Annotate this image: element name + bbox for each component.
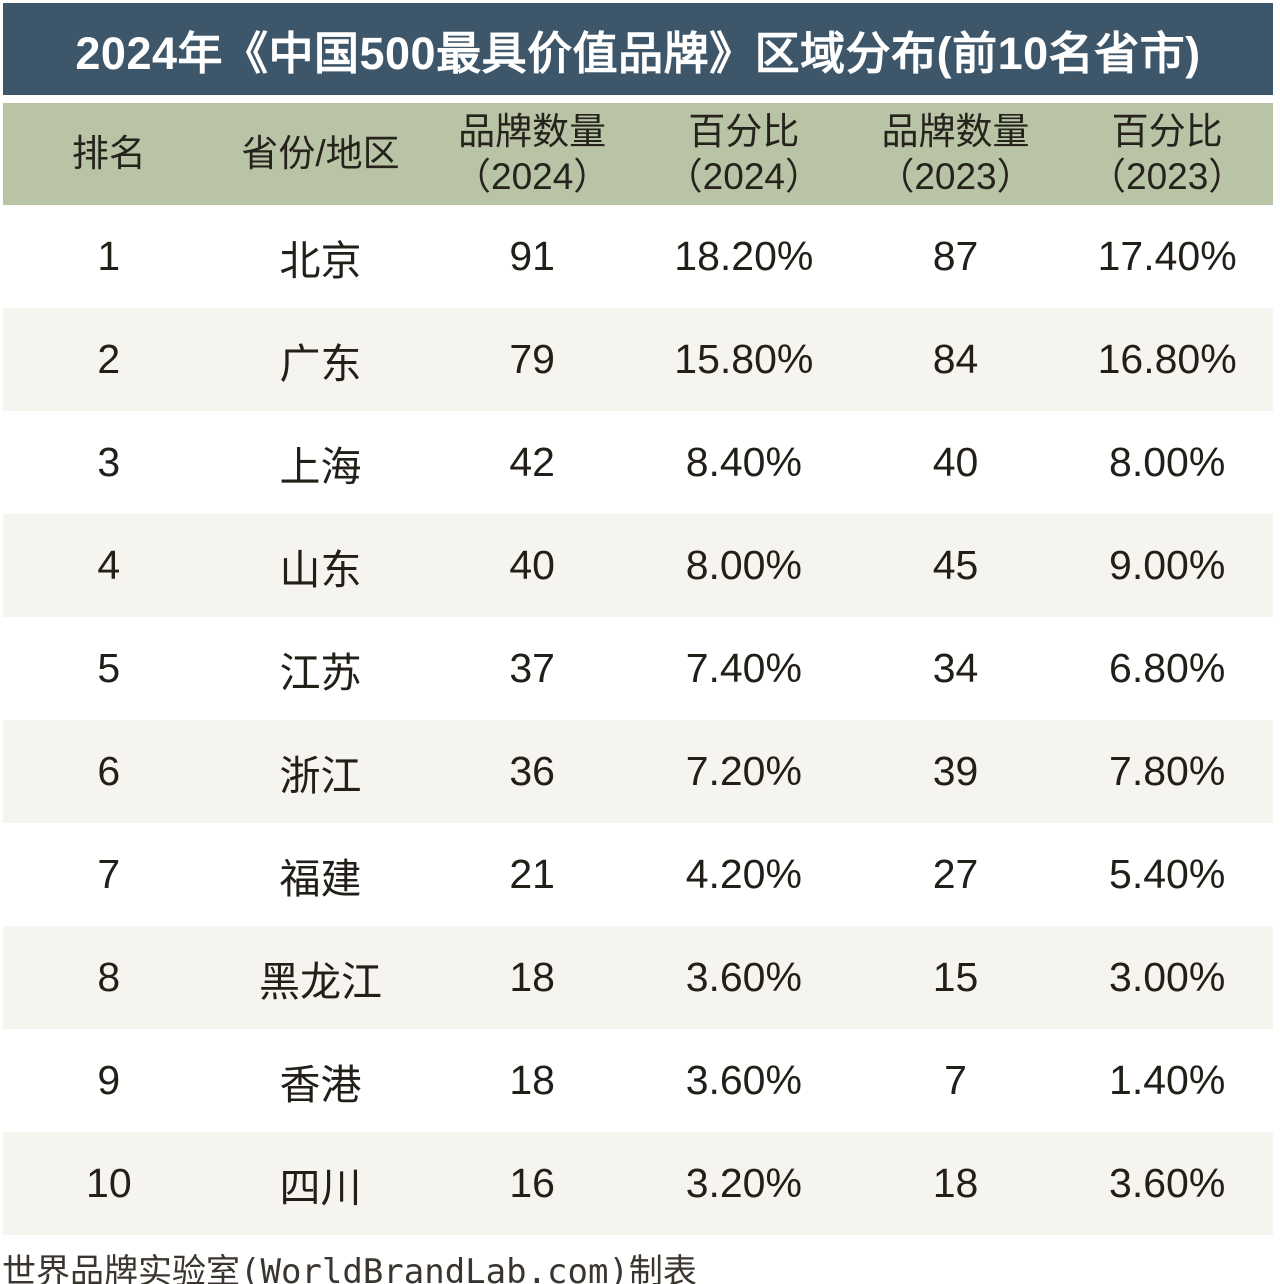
rank-cell: 6 bbox=[97, 748, 121, 794]
column-header-sublabel: （2023） bbox=[877, 156, 1034, 197]
count-2024-cell: 40 bbox=[509, 542, 555, 588]
pct-2023-cell: 17.40% bbox=[1097, 233, 1237, 279]
table-row: 1 北京 91 18.20% 87 17.40% bbox=[3, 205, 1273, 308]
column-header-label: 百分比 bbox=[688, 110, 800, 152]
table-row: 6 浙江 36 7.20% 39 7.80% bbox=[3, 720, 1273, 823]
count-2023-cell: 7 bbox=[944, 1057, 967, 1103]
count-2023-cell: 27 bbox=[932, 851, 979, 897]
table-row: 5 江苏 37 7.40% 34 6.80% bbox=[3, 617, 1273, 720]
column-header-province: 省份/地区 bbox=[215, 103, 427, 205]
province-cell: 上海 bbox=[279, 443, 362, 490]
pct-2023-cell: 3.00% bbox=[1109, 954, 1226, 1000]
column-header-label: 省份/地区 bbox=[241, 133, 400, 175]
count-2024-cell: 18 bbox=[509, 954, 555, 1000]
province-cell: 浙江 bbox=[279, 752, 362, 799]
column-header-sublabel: （2024） bbox=[665, 156, 822, 197]
province-cell: 福建 bbox=[279, 855, 362, 902]
pct-2023-cell: 6.80% bbox=[1109, 645, 1226, 691]
count-2023-cell: 39 bbox=[932, 748, 979, 794]
rank-cell: 8 bbox=[97, 954, 121, 1000]
rank-cell: 4 bbox=[97, 542, 121, 588]
source-credit: 世界品牌实验室(WorldBrandLab.com)制表 bbox=[2, 1252, 697, 1284]
pct-2024-cell: 3.20% bbox=[685, 1160, 802, 1206]
column-header-rank: 排名 bbox=[3, 103, 215, 205]
column-header-sublabel: （2023） bbox=[1089, 156, 1246, 197]
province-cell: 北京 bbox=[279, 237, 362, 284]
pct-2024-cell: 8.00% bbox=[685, 542, 802, 588]
brand-distribution-table: 排名 省份/地区 品牌数量 （2024） 百分比 （2024） 品牌数量 （20… bbox=[3, 103, 1273, 1235]
count-2024-cell: 37 bbox=[509, 645, 555, 691]
pct-2024-cell: 7.40% bbox=[685, 645, 802, 691]
column-header-label: 品牌数量 bbox=[458, 110, 607, 152]
count-2024-cell: 36 bbox=[509, 748, 555, 794]
pct-2023-cell: 8.00% bbox=[1109, 439, 1226, 485]
count-2024-cell: 91 bbox=[509, 233, 555, 279]
count-2024-cell: 16 bbox=[509, 1160, 555, 1206]
rank-cell: 9 bbox=[97, 1057, 121, 1103]
count-2024-cell: 42 bbox=[509, 439, 555, 485]
table-row: 2 广东 79 15.80% 84 16.80% bbox=[3, 308, 1273, 411]
pct-2023-cell: 16.80% bbox=[1097, 336, 1237, 382]
rank-cell: 10 bbox=[86, 1160, 132, 1206]
count-2023-cell: 84 bbox=[932, 336, 979, 382]
count-2023-cell: 34 bbox=[932, 645, 979, 691]
column-header-pct-2023: 百分比 （2023） bbox=[1061, 103, 1273, 205]
table-row: 8 黑龙江 18 3.60% 15 3.00% bbox=[3, 926, 1273, 1029]
column-header-pct-2024: 百分比 （2024） bbox=[638, 103, 850, 205]
count-2024-cell: 79 bbox=[509, 336, 555, 382]
count-2023-cell: 45 bbox=[932, 542, 979, 588]
province-cell: 江苏 bbox=[279, 649, 362, 696]
pct-2024-cell: 15.80% bbox=[674, 336, 814, 382]
column-header-sublabel: （2024） bbox=[454, 156, 611, 197]
count-2023-cell: 15 bbox=[932, 954, 979, 1000]
pct-2023-cell: 7.80% bbox=[1109, 748, 1226, 794]
column-header-count-2023: 品牌数量 （2023） bbox=[850, 103, 1062, 205]
table-row: 3 上海 42 8.40% 40 8.00% bbox=[3, 411, 1273, 514]
province-cell: 香港 bbox=[279, 1061, 362, 1108]
pct-2023-cell: 9.00% bbox=[1109, 542, 1226, 588]
rank-cell: 5 bbox=[97, 645, 121, 691]
pct-2023-cell: 1.40% bbox=[1109, 1057, 1226, 1103]
column-header-label: 品牌数量 bbox=[881, 110, 1030, 152]
province-cell: 山东 bbox=[279, 546, 362, 593]
pct-2024-cell: 7.20% bbox=[685, 748, 802, 794]
pct-2024-cell: 3.60% bbox=[685, 1057, 802, 1103]
count-2024-cell: 21 bbox=[509, 851, 555, 897]
count-2024-cell: 18 bbox=[509, 1057, 555, 1103]
pct-2024-cell: 18.20% bbox=[674, 233, 814, 279]
table-row: 7 福建 21 4.20% 27 5.40% bbox=[3, 823, 1273, 926]
pct-2024-cell: 4.20% bbox=[685, 851, 802, 897]
table-body: 1 北京 91 18.20% 87 17.40% 2 广东 79 15.80% … bbox=[3, 205, 1273, 1235]
rank-cell: 7 bbox=[97, 851, 121, 897]
count-2023-cell: 40 bbox=[932, 439, 979, 485]
pct-2023-cell: 3.60% bbox=[1109, 1160, 1226, 1206]
province-cell: 黑龙江 bbox=[258, 958, 382, 1005]
province-cell: 广东 bbox=[279, 340, 362, 387]
rank-cell: 1 bbox=[97, 233, 121, 279]
pct-2024-cell: 8.40% bbox=[685, 439, 802, 485]
table-header-row: 排名 省份/地区 品牌数量 （2024） 百分比 （2024） 品牌数量 （20… bbox=[3, 103, 1273, 205]
pct-2023-cell: 5.40% bbox=[1109, 851, 1226, 897]
title-bar: 2024年《中国500最具价值品牌》区域分布(前10名省市) bbox=[3, 3, 1273, 95]
rank-cell: 2 bbox=[97, 336, 121, 382]
table-row: 10 四川 16 3.20% 18 3.60% bbox=[3, 1132, 1273, 1235]
count-2023-cell: 87 bbox=[932, 233, 979, 279]
province-cell: 四川 bbox=[279, 1164, 362, 1211]
column-header-count-2024: 品牌数量 （2024） bbox=[426, 103, 638, 205]
column-header-label: 排名 bbox=[71, 133, 146, 175]
pct-2024-cell: 3.60% bbox=[685, 954, 802, 1000]
table-row: 9 香港 18 3.60% 7 1.40% bbox=[3, 1029, 1273, 1132]
column-header-label: 百分比 bbox=[1111, 110, 1223, 152]
count-2023-cell: 18 bbox=[932, 1160, 979, 1206]
page-title: 2024年《中国500最具价值品牌》区域分布(前10名省市) bbox=[75, 27, 1201, 79]
rank-cell: 3 bbox=[97, 439, 121, 485]
table-row: 4 山东 40 8.00% 45 9.00% bbox=[3, 514, 1273, 617]
